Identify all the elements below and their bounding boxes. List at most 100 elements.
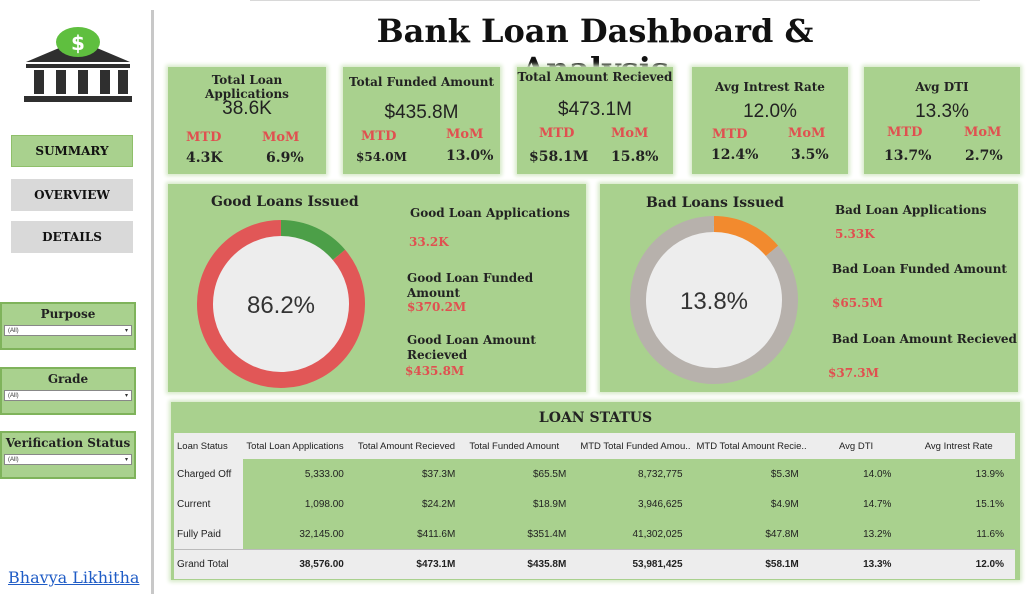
author-link[interactable]: Bhavya Likhitha bbox=[8, 568, 140, 587]
table-cell: Charged Off bbox=[174, 459, 244, 489]
table-cell: 14.0% bbox=[863, 468, 892, 480]
table-cell: $47.8M bbox=[765, 528, 799, 540]
verification-select[interactable]: (All) ▾ bbox=[4, 454, 132, 465]
column-header[interactable]: Loan Status bbox=[174, 433, 244, 459]
table-cell: Grand Total bbox=[174, 549, 244, 579]
kpi-card-avg-dti: Avg DTI 13.3% MTD MoM 13.7% 2.7% bbox=[864, 67, 1020, 174]
grand-total-row: Grand Total 38,576.00 $473.1M $435.8M 53… bbox=[174, 549, 1015, 579]
kpi-title: Total Loan Applications bbox=[205, 73, 289, 101]
good-loans-donut: 86.2% bbox=[197, 220, 365, 388]
purpose-select[interactable]: (All) ▾ bbox=[4, 325, 132, 336]
good-funded-label: Good Loan Funded Amount bbox=[407, 271, 534, 300]
kpi-mom-value: 2.7% bbox=[965, 148, 1003, 164]
bad-loans-ring-bad bbox=[713, 216, 779, 257]
table-cell: 13.3% bbox=[809, 549, 903, 579]
bad-funded-value: $65.5M bbox=[832, 296, 883, 310]
purpose-select-value: (All) bbox=[8, 328, 19, 334]
bad-received-value: $37.3M bbox=[828, 366, 879, 380]
grade-filter-label: Grade bbox=[47, 372, 89, 386]
kpi-mtd-label: MTD bbox=[361, 129, 397, 144]
table-cell: 13.9% bbox=[975, 468, 1004, 480]
table-cell: Current bbox=[174, 489, 244, 519]
kpi-value: 38.6K bbox=[222, 98, 272, 119]
kpi-mtd-label: MTD bbox=[887, 125, 923, 140]
loan-status-title: LOAN STATUS bbox=[538, 410, 653, 426]
bad-loans-ring-other bbox=[630, 216, 798, 384]
good-loans-title: Good Loans Issued bbox=[211, 194, 359, 210]
nav-details-button[interactable]: DETAILS bbox=[11, 221, 133, 253]
loan-status-panel: LOAN STATUS Loan Status Total Loan Appli… bbox=[171, 402, 1020, 580]
table-cell: $473.1M bbox=[354, 549, 467, 579]
purpose-filter: Purpose (All) ▾ bbox=[0, 302, 136, 350]
column-header[interactable]: Total Amount Recieved bbox=[354, 433, 467, 459]
column-header[interactable]: Total Funded Amount bbox=[466, 433, 578, 459]
grade-filter: Grade (All) ▾ bbox=[0, 367, 136, 415]
table-cell: 5,333.00 bbox=[304, 468, 344, 480]
table-cell: 11.6% bbox=[976, 528, 1004, 540]
table-cell: 13.2% bbox=[863, 528, 892, 540]
table-cell: 41,302,025 bbox=[632, 528, 683, 540]
kpi-value: 13.3% bbox=[915, 101, 969, 122]
table-cell: $37.3M bbox=[421, 468, 456, 480]
table-cell: 3,946,625 bbox=[638, 498, 683, 510]
table-cell: $58.1M bbox=[693, 549, 810, 579]
kpi-value: $473.1M bbox=[558, 99, 632, 120]
kpi-mom-value: 3.5% bbox=[791, 147, 829, 163]
table-cell: 12.0% bbox=[902, 549, 1015, 579]
caret-down-icon: ▾ bbox=[124, 393, 128, 399]
kpi-mom-value: 15.8% bbox=[611, 149, 659, 165]
kpi-card-total-received: Total Amount Recieved $473.1M MTD MoM $5… bbox=[517, 67, 673, 174]
kpi-mtd-value: 4.3K bbox=[186, 150, 223, 166]
nav-summary-button[interactable]: SUMMARY bbox=[11, 135, 133, 167]
good-applications-value: 33.2K bbox=[409, 235, 449, 249]
bad-loans-panel: Bad Loans Issued 13.8% Bad Loan Applicat… bbox=[600, 184, 1018, 392]
column-header[interactable]: Avg DTI bbox=[809, 433, 903, 459]
nav-overview-button[interactable]: OVERVIEW bbox=[11, 179, 133, 211]
kpi-mtd-value: $58.1M bbox=[529, 149, 589, 165]
kpi-title: Total Amount Recieved bbox=[517, 70, 673, 84]
good-received-value: $435.8M bbox=[405, 364, 465, 378]
kpi-mom-label: MoM bbox=[611, 126, 649, 141]
kpi-title: Avg DTI bbox=[915, 80, 969, 94]
table-cell: 15.1% bbox=[975, 498, 1004, 510]
kpi-mtd-label: MTD bbox=[186, 130, 222, 145]
table-row: Fully Paid 32,145.00 $411.6M $351.4M 41,… bbox=[174, 519, 1015, 550]
table-row: Charged Off 5,333.00 $37.3M $65.5M 8,732… bbox=[174, 459, 1015, 489]
table-cell: $18.9M bbox=[532, 498, 567, 510]
table-cell: $435.8M bbox=[466, 549, 578, 579]
verification-filter-label: Verification Status bbox=[5, 436, 131, 450]
kpi-value: 12.0% bbox=[743, 101, 797, 122]
purpose-filter-label: Purpose bbox=[40, 307, 96, 321]
column-header[interactable]: Total Loan Applications bbox=[243, 433, 355, 459]
kpi-mtd-label: MTD bbox=[539, 126, 575, 141]
grade-select-value: (All) bbox=[8, 393, 19, 399]
bad-applications-label: Bad Loan Applications bbox=[835, 203, 987, 217]
kpi-card-avg-interest: Avg Intrest Rate 12.0% MTD MoM 12.4% 3.5… bbox=[692, 67, 848, 174]
kpi-mtd-value: 12.4% bbox=[711, 147, 759, 163]
kpi-mtd-label: MTD bbox=[712, 127, 748, 142]
table-cell: 53,981,425 bbox=[577, 549, 694, 579]
table-cell: 8,732,775 bbox=[638, 468, 683, 480]
table-cell: $24.2M bbox=[421, 498, 456, 510]
column-header[interactable]: Avg Intrest Rate bbox=[902, 433, 1015, 459]
kpi-mom-label: MoM bbox=[262, 130, 300, 145]
good-applications-label: Good Loan Applications bbox=[410, 206, 570, 220]
sidebar-divider bbox=[151, 10, 154, 594]
column-header[interactable]: MTD Total Funded Amou.. bbox=[577, 433, 694, 459]
good-loans-percent: 86.2% bbox=[247, 292, 315, 319]
bad-applications-value: 5.33K bbox=[835, 227, 875, 241]
kpi-value: $435.8M bbox=[384, 102, 459, 123]
column-header[interactable]: MTD Total Amount Recie.. bbox=[693, 433, 810, 459]
kpi-mom-label: MoM bbox=[788, 126, 826, 141]
bad-loans-percent: 13.8% bbox=[680, 288, 748, 315]
kpi-mtd-value: $54.0M bbox=[356, 150, 407, 164]
bad-loans-donut: 13.8% bbox=[630, 216, 798, 384]
grade-select[interactable]: (All) ▾ bbox=[4, 390, 132, 401]
bad-funded-label: Bad Loan Funded Amount bbox=[832, 262, 1007, 276]
table-cell: $411.6M bbox=[417, 528, 456, 540]
table-cell: $5.3M bbox=[770, 468, 799, 480]
table-cell: $65.5M bbox=[532, 468, 567, 480]
bad-received-label: Bad Loan Amount Recieved bbox=[832, 332, 1017, 346]
table-cell: 14.7% bbox=[863, 498, 892, 510]
kpi-title: Avg Intrest Rate bbox=[715, 80, 825, 94]
